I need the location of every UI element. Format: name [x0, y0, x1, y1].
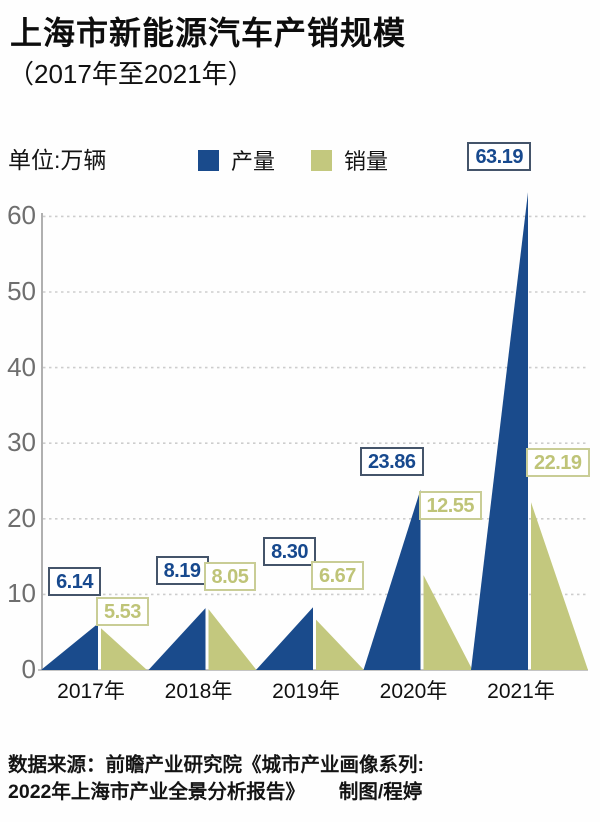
sales-value-label-2021年: 22.19: [526, 448, 590, 477]
x-axis-label-2018年: 2018年: [164, 680, 233, 703]
chart-legend: 产量 销量: [198, 144, 388, 176]
x-axis-label-2020年: 2020年: [379, 680, 448, 703]
production-triangle-2020年: [363, 489, 421, 670]
production-triangle-2017年: [41, 623, 98, 670]
unit-label: 单位:万辆: [8, 147, 107, 173]
sales-swatch-icon: [311, 149, 333, 171]
production-value-label-2021年: 63.19: [467, 142, 531, 171]
production-swatch-icon: [198, 149, 219, 171]
y-tick-label-60: 60: [7, 200, 36, 231]
y-tick-label-30: 30: [7, 427, 36, 458]
source-line-2-text: 2022年上海市产业全景分析报告》: [8, 781, 305, 803]
x-axis-label-2017年: 2017年: [57, 680, 125, 703]
y-tick-label-50: 50: [7, 276, 36, 306]
sales-triangle-2019年: [316, 619, 364, 670]
sales-value-label-2020年: 12.55: [418, 491, 483, 520]
sales-triangle-2017年: [101, 628, 147, 670]
legend-sales-label: 销量: [344, 149, 389, 174]
production-triangle-2019年: [256, 607, 313, 670]
y-tick-label-20: 20: [7, 502, 36, 533]
production-value-label-2019年: 8.30: [263, 537, 316, 566]
sales-triangle-2021年: [531, 502, 588, 670]
author-credit: 制图/程婷: [338, 781, 423, 803]
production-triangle-2018年: [148, 608, 206, 670]
source-line-2: 2022年上海市产业全景分析报告》 制图/程婷: [8, 779, 424, 806]
sales-value-label-2018年: 8.05: [203, 562, 257, 591]
source-footer: 数据来源：前瞻产业研究院《城市产业画像系列: 2022年上海市产业全景分析报告》…: [8, 752, 424, 806]
chart-canvas: [38, 192, 588, 671]
sales-value-label-2019年: 6.67: [311, 561, 364, 590]
x-axis-label-2019年: 2019年: [272, 680, 340, 703]
production-value-label-2018年: 8.19: [155, 556, 209, 585]
sales-triangle-2018年: [208, 609, 257, 670]
page-subtitle: （2017年至2021年）: [8, 59, 254, 89]
y-tick-label-40: 40: [7, 351, 36, 382]
sales-value-label-2017年: 5.53: [96, 597, 149, 626]
page-title: 上海市新能源汽车产销规模: [10, 15, 407, 51]
x-axis-label-2021年: 2021年: [487, 680, 555, 703]
sales-triangle-2020年: [423, 575, 473, 670]
production-triangle-2021年: [471, 192, 528, 670]
production-value-label-2020年: 23.86: [359, 447, 424, 476]
y-tick-label-0: 0: [21, 654, 36, 684]
source-line-1: 数据来源：前瞻产业研究院《城市产业画像系列:: [8, 754, 424, 776]
legend-production-label: 产量: [231, 149, 276, 174]
production-value-label-2017年: 6.14: [48, 567, 101, 596]
y-tick-label-10: 10: [7, 578, 36, 609]
